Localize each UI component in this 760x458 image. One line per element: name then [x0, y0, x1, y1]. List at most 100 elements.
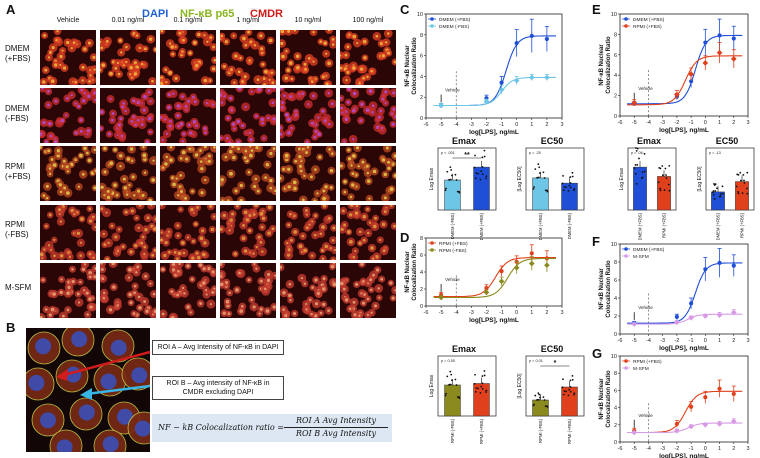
cell-nucleus	[92, 256, 95, 259]
data-point	[528, 74, 535, 81]
legend-entry: DMEM (+FBS)	[633, 247, 665, 253]
cell-nucleus	[365, 108, 370, 113]
y-axis-label: NF-κB NuclearColocalization Ratio	[405, 37, 418, 95]
cell-nucleus	[107, 132, 111, 136]
roi-nucleus	[116, 408, 133, 425]
cell-nucleus	[86, 129, 91, 133]
cell-nucleus	[260, 47, 264, 51]
cell-nucleus	[147, 90, 151, 94]
cell-nucleus	[106, 195, 111, 200]
cell-body	[325, 30, 334, 34]
cell-nucleus	[324, 185, 328, 189]
cell-nucleus	[66, 308, 70, 312]
cell-nucleus	[383, 172, 387, 177]
cell-nucleus	[178, 263, 181, 266]
bar-dot	[743, 182, 746, 184]
bar-dot	[634, 164, 637, 166]
cell-nucleus	[387, 166, 391, 170]
cell-nucleus	[121, 105, 125, 109]
bar-dot	[534, 394, 537, 397]
bar-dot	[449, 166, 452, 169]
cell-nucleus	[256, 78, 260, 82]
cell-nucleus	[331, 258, 335, 260]
fit-curve	[627, 262, 743, 324]
cell-nucleus	[282, 290, 286, 295]
cell-nucleus	[67, 285, 71, 290]
cell-nucleus	[347, 148, 351, 152]
bar-dot	[537, 398, 540, 401]
cell-nucleus	[374, 304, 378, 308]
cell-nucleus	[165, 81, 168, 84]
micrograph-cell	[40, 263, 96, 318]
cell-body	[340, 51, 345, 60]
cell-nucleus	[254, 177, 258, 181]
bar-dot	[479, 391, 482, 394]
cell-nucleus	[124, 109, 127, 113]
y-axis-label-line2: Colocalization Ratio	[606, 36, 612, 94]
bar-dot	[737, 191, 739, 193]
cell-nucleus	[259, 240, 263, 244]
cell-nucleus	[111, 112, 115, 115]
cell-nucleus	[322, 287, 326, 291]
cell-nucleus	[142, 153, 147, 158]
cell-nucleus	[100, 263, 104, 265]
cell-nucleus	[160, 205, 163, 207]
cell-nucleus	[296, 65, 300, 70]
cell-nucleus	[233, 127, 236, 130]
bar-dot	[721, 185, 724, 188]
cell-nucleus	[241, 124, 245, 128]
cell-nucleus	[351, 109, 356, 113]
cell-nucleus	[132, 99, 136, 103]
cell-nucleus	[222, 213, 226, 218]
x-tick-label: 2	[732, 120, 735, 126]
cell-nucleus	[60, 278, 63, 281]
cell-nucleus	[88, 207, 92, 211]
micrograph-cell	[160, 146, 216, 201]
roi-nucleus	[131, 367, 148, 384]
cell-nucleus	[244, 43, 248, 47]
cell-nucleus	[288, 61, 293, 65]
cell-nucleus	[352, 255, 356, 259]
data-point	[703, 267, 708, 272]
cell-nucleus	[40, 315, 43, 318]
cell-nucleus	[83, 263, 87, 266]
legend-entry: M-SFM	[633, 366, 649, 372]
cell-nucleus	[133, 284, 137, 288]
bar-dot	[737, 192, 740, 195]
bar-frame	[525, 147, 585, 211]
micrograph-image	[340, 263, 396, 318]
cell-nucleus	[101, 277, 105, 281]
bar-dot	[719, 195, 722, 198]
cell-nucleus	[144, 274, 148, 278]
cell-nucleus	[196, 206, 199, 209]
cell-nucleus	[140, 123, 144, 127]
bar-dot	[658, 167, 661, 169]
cell-nucleus	[167, 93, 171, 97]
cell-nucleus	[220, 263, 223, 267]
cell-nucleus	[148, 198, 152, 201]
cell-nucleus	[372, 169, 377, 174]
bar-dot	[571, 374, 574, 377]
bar-dot	[477, 387, 479, 390]
cell-nucleus	[89, 74, 92, 77]
cell-nucleus	[345, 79, 348, 82]
cell-nucleus	[53, 140, 58, 143]
x-tick-label: 1	[530, 122, 533, 128]
y-tick-label: 8	[420, 236, 423, 242]
cell-nucleus	[316, 291, 320, 296]
cell-nucleus	[114, 66, 118, 70]
bar-chart-title: EC50	[541, 344, 564, 354]
cell-nucleus	[267, 231, 271, 235]
cell-nucleus	[255, 146, 259, 150]
y-axis-label-line1: NF-κB Nuclear	[599, 268, 605, 310]
cell-nucleus	[340, 96, 343, 100]
cell-nucleus	[48, 167, 52, 171]
cell-nucleus	[153, 227, 156, 231]
data-point	[716, 312, 723, 318]
cell-nucleus	[280, 126, 282, 130]
bar-dot	[481, 156, 484, 159]
cell-nucleus	[309, 298, 312, 302]
cell-nucleus	[243, 210, 248, 215]
y-tick-label: 6	[614, 388, 617, 394]
cell-nucleus	[81, 65, 85, 69]
